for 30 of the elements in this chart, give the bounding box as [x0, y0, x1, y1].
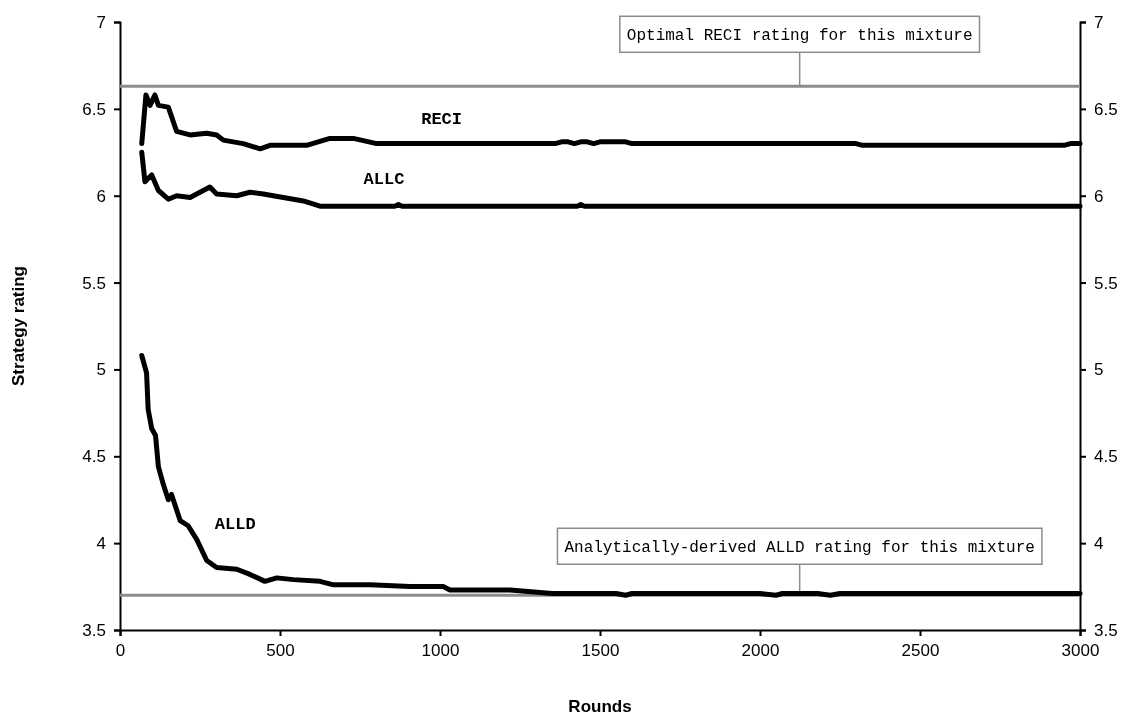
y2-tick-label: 6	[1094, 186, 1104, 206]
y-tick-label: 3.5	[82, 620, 106, 640]
y-tick-label: 7	[96, 12, 106, 32]
y2-tick-label: 6.5	[1094, 99, 1118, 119]
y-tick-label: 5	[96, 360, 106, 380]
x-tick-label: 3000	[1061, 641, 1100, 661]
x-tick-label: 1500	[581, 641, 620, 661]
y-axis-title: Strategy rating	[9, 266, 28, 386]
x-axis-title: Rounds	[568, 697, 632, 716]
y2-tick-label: 5.5	[1094, 273, 1118, 293]
y2-tick-label: 4.5	[1094, 447, 1118, 467]
ref-line-label: Optimal RECI rating for this mixture	[626, 27, 973, 46]
x-tick-label: 2500	[901, 641, 940, 661]
y2-tick-label: 4	[1094, 534, 1104, 554]
ref-line-label: Analytically-derived ALLD rating for this mixture	[564, 539, 1035, 558]
y-tick-label: 4	[96, 534, 106, 554]
series-label: RECI	[421, 109, 463, 129]
y-tick-label: 5.5	[82, 273, 106, 293]
y-tick-label: 6	[96, 186, 106, 206]
y2-tick-label: 3.5	[1094, 620, 1118, 640]
x-tick-label: 2000	[741, 641, 780, 661]
y-tick-label: 4.5	[82, 447, 106, 467]
series-label: ALLC	[363, 170, 405, 190]
series-label: ALLD	[214, 515, 256, 535]
y2-tick-label: 7	[1094, 12, 1104, 32]
y-tick-label: 6.5	[82, 99, 106, 119]
x-tick-label: 0	[115, 641, 126, 661]
x-tick-label: 1000	[421, 641, 460, 661]
y2-tick-label: 5	[1094, 360, 1104, 380]
x-tick-label: 500	[266, 641, 295, 661]
